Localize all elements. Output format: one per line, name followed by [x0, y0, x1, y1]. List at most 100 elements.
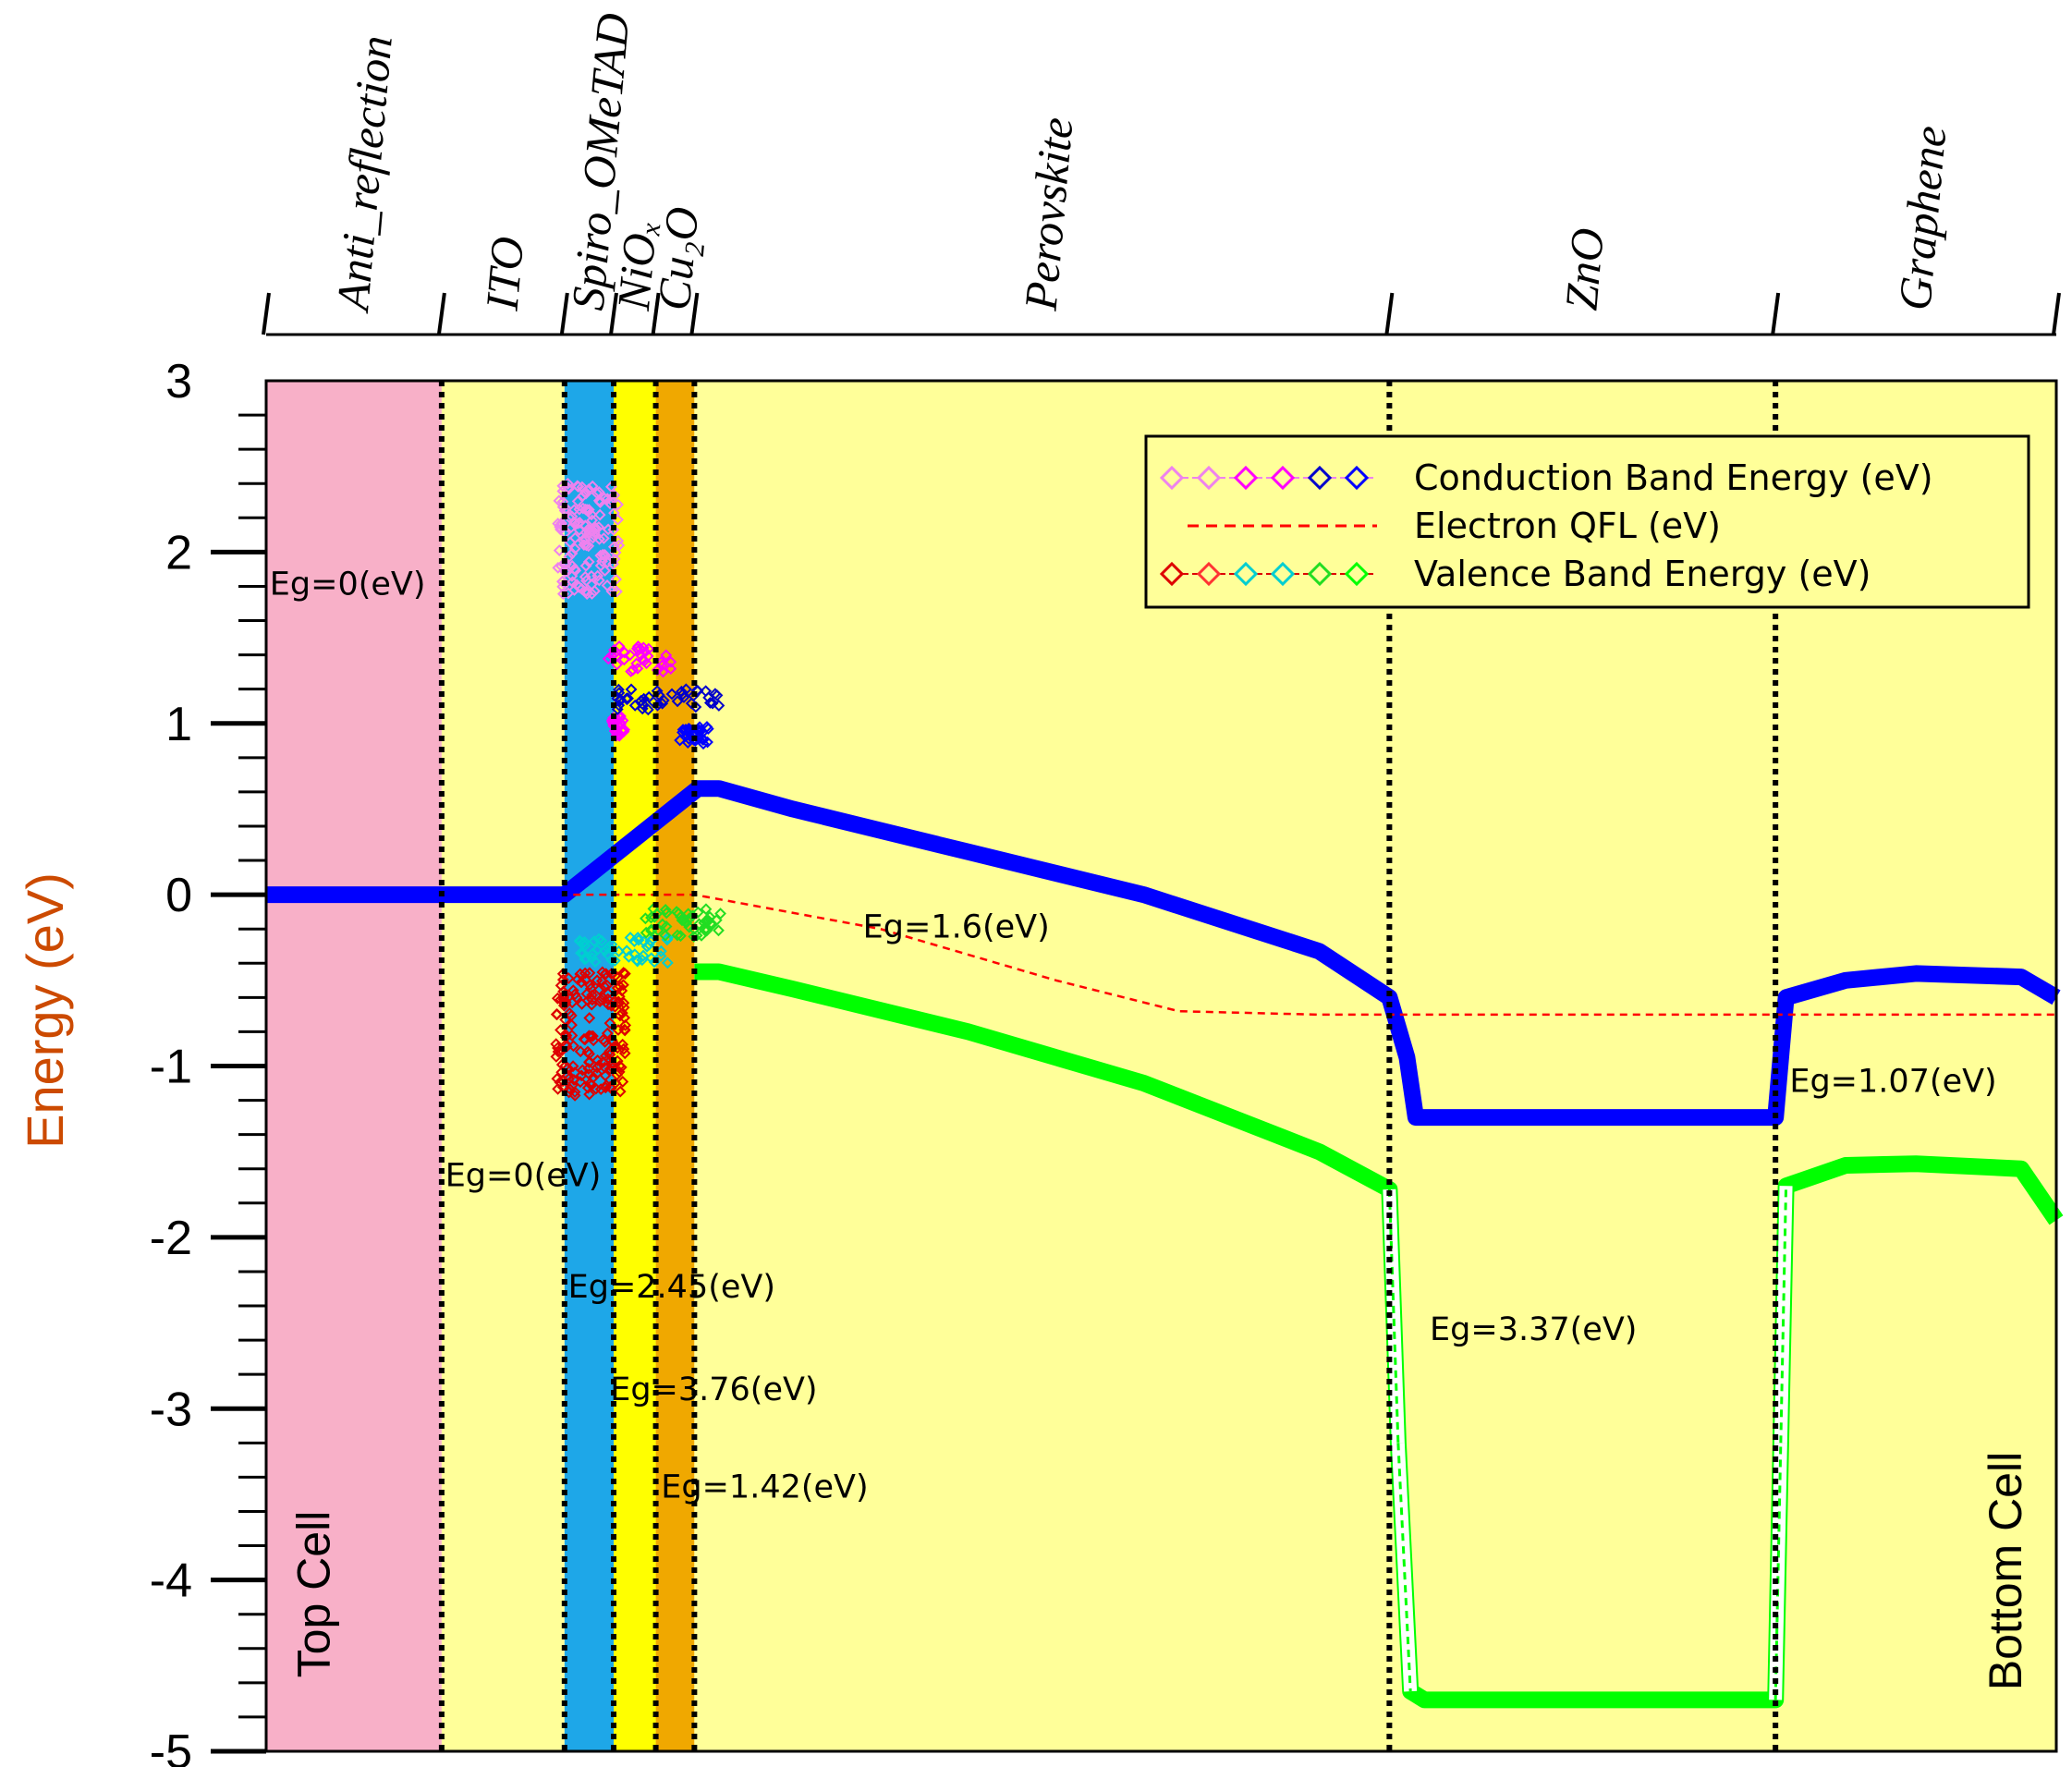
top-axis-tick [1384, 292, 1395, 335]
layer-region [614, 381, 656, 1751]
cluster-marker [617, 1042, 630, 1055]
cluster-marker [592, 520, 605, 533]
cluster-marker [592, 1059, 605, 1072]
bandgap-label: Eg=3.37(eV) [1430, 1311, 1637, 1348]
cluster-marker [625, 665, 638, 677]
cluster-marker [691, 906, 704, 919]
layer-label: Perovskite [1014, 116, 1082, 313]
cluster-marker [599, 1081, 612, 1094]
cluster-marker [620, 693, 633, 706]
cluster-marker [632, 640, 644, 652]
cluster-marker [614, 1085, 627, 1098]
cluster-marker [698, 917, 711, 929]
valence-band-line [694, 963, 2064, 1709]
cluster-marker [603, 1017, 616, 1030]
cluster-marker [661, 957, 674, 969]
cluster-marker [630, 954, 643, 967]
bandgap-annotations: Eg=0(eV) Eg=0(eV) Eg=2.45(eV) Eg=3.76(eV) Eg… [270, 567, 1997, 1506]
cluster-marker [614, 694, 627, 707]
cluster-marker [665, 688, 678, 701]
cluster-marker [679, 724, 692, 736]
cluster-marker [584, 1030, 597, 1042]
top-axis-tick [651, 292, 661, 335]
cluster-marker [589, 585, 601, 597]
cluster-marker [601, 579, 614, 591]
layer-region [266, 381, 442, 1751]
cluster-marker [599, 565, 611, 577]
cluster-marker [616, 724, 629, 737]
layer-region [1775, 381, 2056, 1751]
cluster-marker [616, 1006, 628, 1019]
band-step-line [1396, 1443, 1412, 1692]
top-axis-tick [436, 292, 446, 335]
cluster-marker [582, 1030, 595, 1042]
cluster-marker [588, 935, 601, 947]
cluster-marker [703, 697, 716, 709]
cluster-marker [583, 967, 596, 980]
cluster-marker [563, 1007, 576, 1019]
cluster-marker [618, 1024, 631, 1037]
cluster-marker [551, 1008, 564, 1020]
cluster-marker [680, 729, 693, 741]
top-axis-tick [559, 292, 569, 335]
cluster-marker [612, 996, 625, 1009]
cluster-marker [697, 733, 710, 746]
cluster-marker [580, 585, 592, 598]
legend-diamond-marker [1159, 465, 1185, 491]
cluster-marker [566, 1018, 578, 1031]
y-tick-label: -1 [150, 1041, 192, 1094]
band-step-line [1779, 1186, 1788, 1444]
cluster-marker [615, 1061, 628, 1074]
cluster-marker [551, 1072, 564, 1085]
band-step-line [1387, 1188, 1400, 1444]
cluster-marker [693, 918, 705, 931]
legend-box [1144, 434, 2030, 609]
legend-diamond-marker [1159, 561, 1185, 587]
cluster-marker [582, 1062, 595, 1075]
cluster-marker [563, 1072, 575, 1085]
layer-label: Anti_reflection [326, 33, 402, 315]
cluster-marker [564, 1082, 577, 1095]
cluster-marker [711, 689, 724, 701]
legend: Conduction Band Energy (eV) Electron QFL … [1144, 434, 2030, 609]
layer-label: Cu₂O [648, 205, 709, 312]
cluster-marker [601, 1027, 614, 1040]
cluster-marker [585, 508, 598, 521]
legend-entry-label: Electron QFL (eV) [1414, 506, 1721, 546]
layer-region [655, 381, 695, 1751]
cluster-marker [659, 929, 672, 942]
layer-label: Graphene [1888, 124, 1956, 312]
cluster-marker [589, 521, 602, 534]
cluster-marker [617, 653, 630, 666]
cluster-marker [591, 1067, 603, 1080]
cluster-marker [691, 685, 704, 697]
cluster-marker [662, 932, 674, 944]
y-tick-label: 1 [165, 698, 192, 751]
layer-region [1389, 381, 1776, 1751]
cluster-marker [591, 569, 604, 582]
cluster-marker [701, 723, 714, 735]
layer-label: ITO [475, 235, 533, 313]
legend-diamond-marker [1307, 561, 1333, 587]
cluster-marker [575, 582, 588, 595]
cluster-marker [617, 979, 629, 992]
cluster-marker [590, 990, 603, 1002]
conduction-band-line [266, 780, 2061, 1127]
cluster-marker [585, 998, 598, 1011]
y-tick-label: 2 [165, 526, 192, 579]
cluster-marker [676, 685, 688, 698]
cluster-marker [579, 967, 591, 980]
y-tick-label: 0 [165, 869, 192, 922]
cluster-marker [580, 539, 592, 552]
legend-diamond-marker [1307, 465, 1333, 491]
top-axis-tick [609, 292, 618, 335]
y-tick-label: -3 [150, 1383, 192, 1436]
top-axis-tick [262, 292, 271, 335]
cluster-marker [659, 904, 672, 916]
cluster-marker [594, 496, 606, 508]
legend-entry-label: Valence Band Energy (eV) [1414, 554, 1871, 594]
cluster-marker [675, 910, 687, 923]
cluster-marker [593, 508, 606, 521]
cluster-marker [593, 532, 605, 545]
